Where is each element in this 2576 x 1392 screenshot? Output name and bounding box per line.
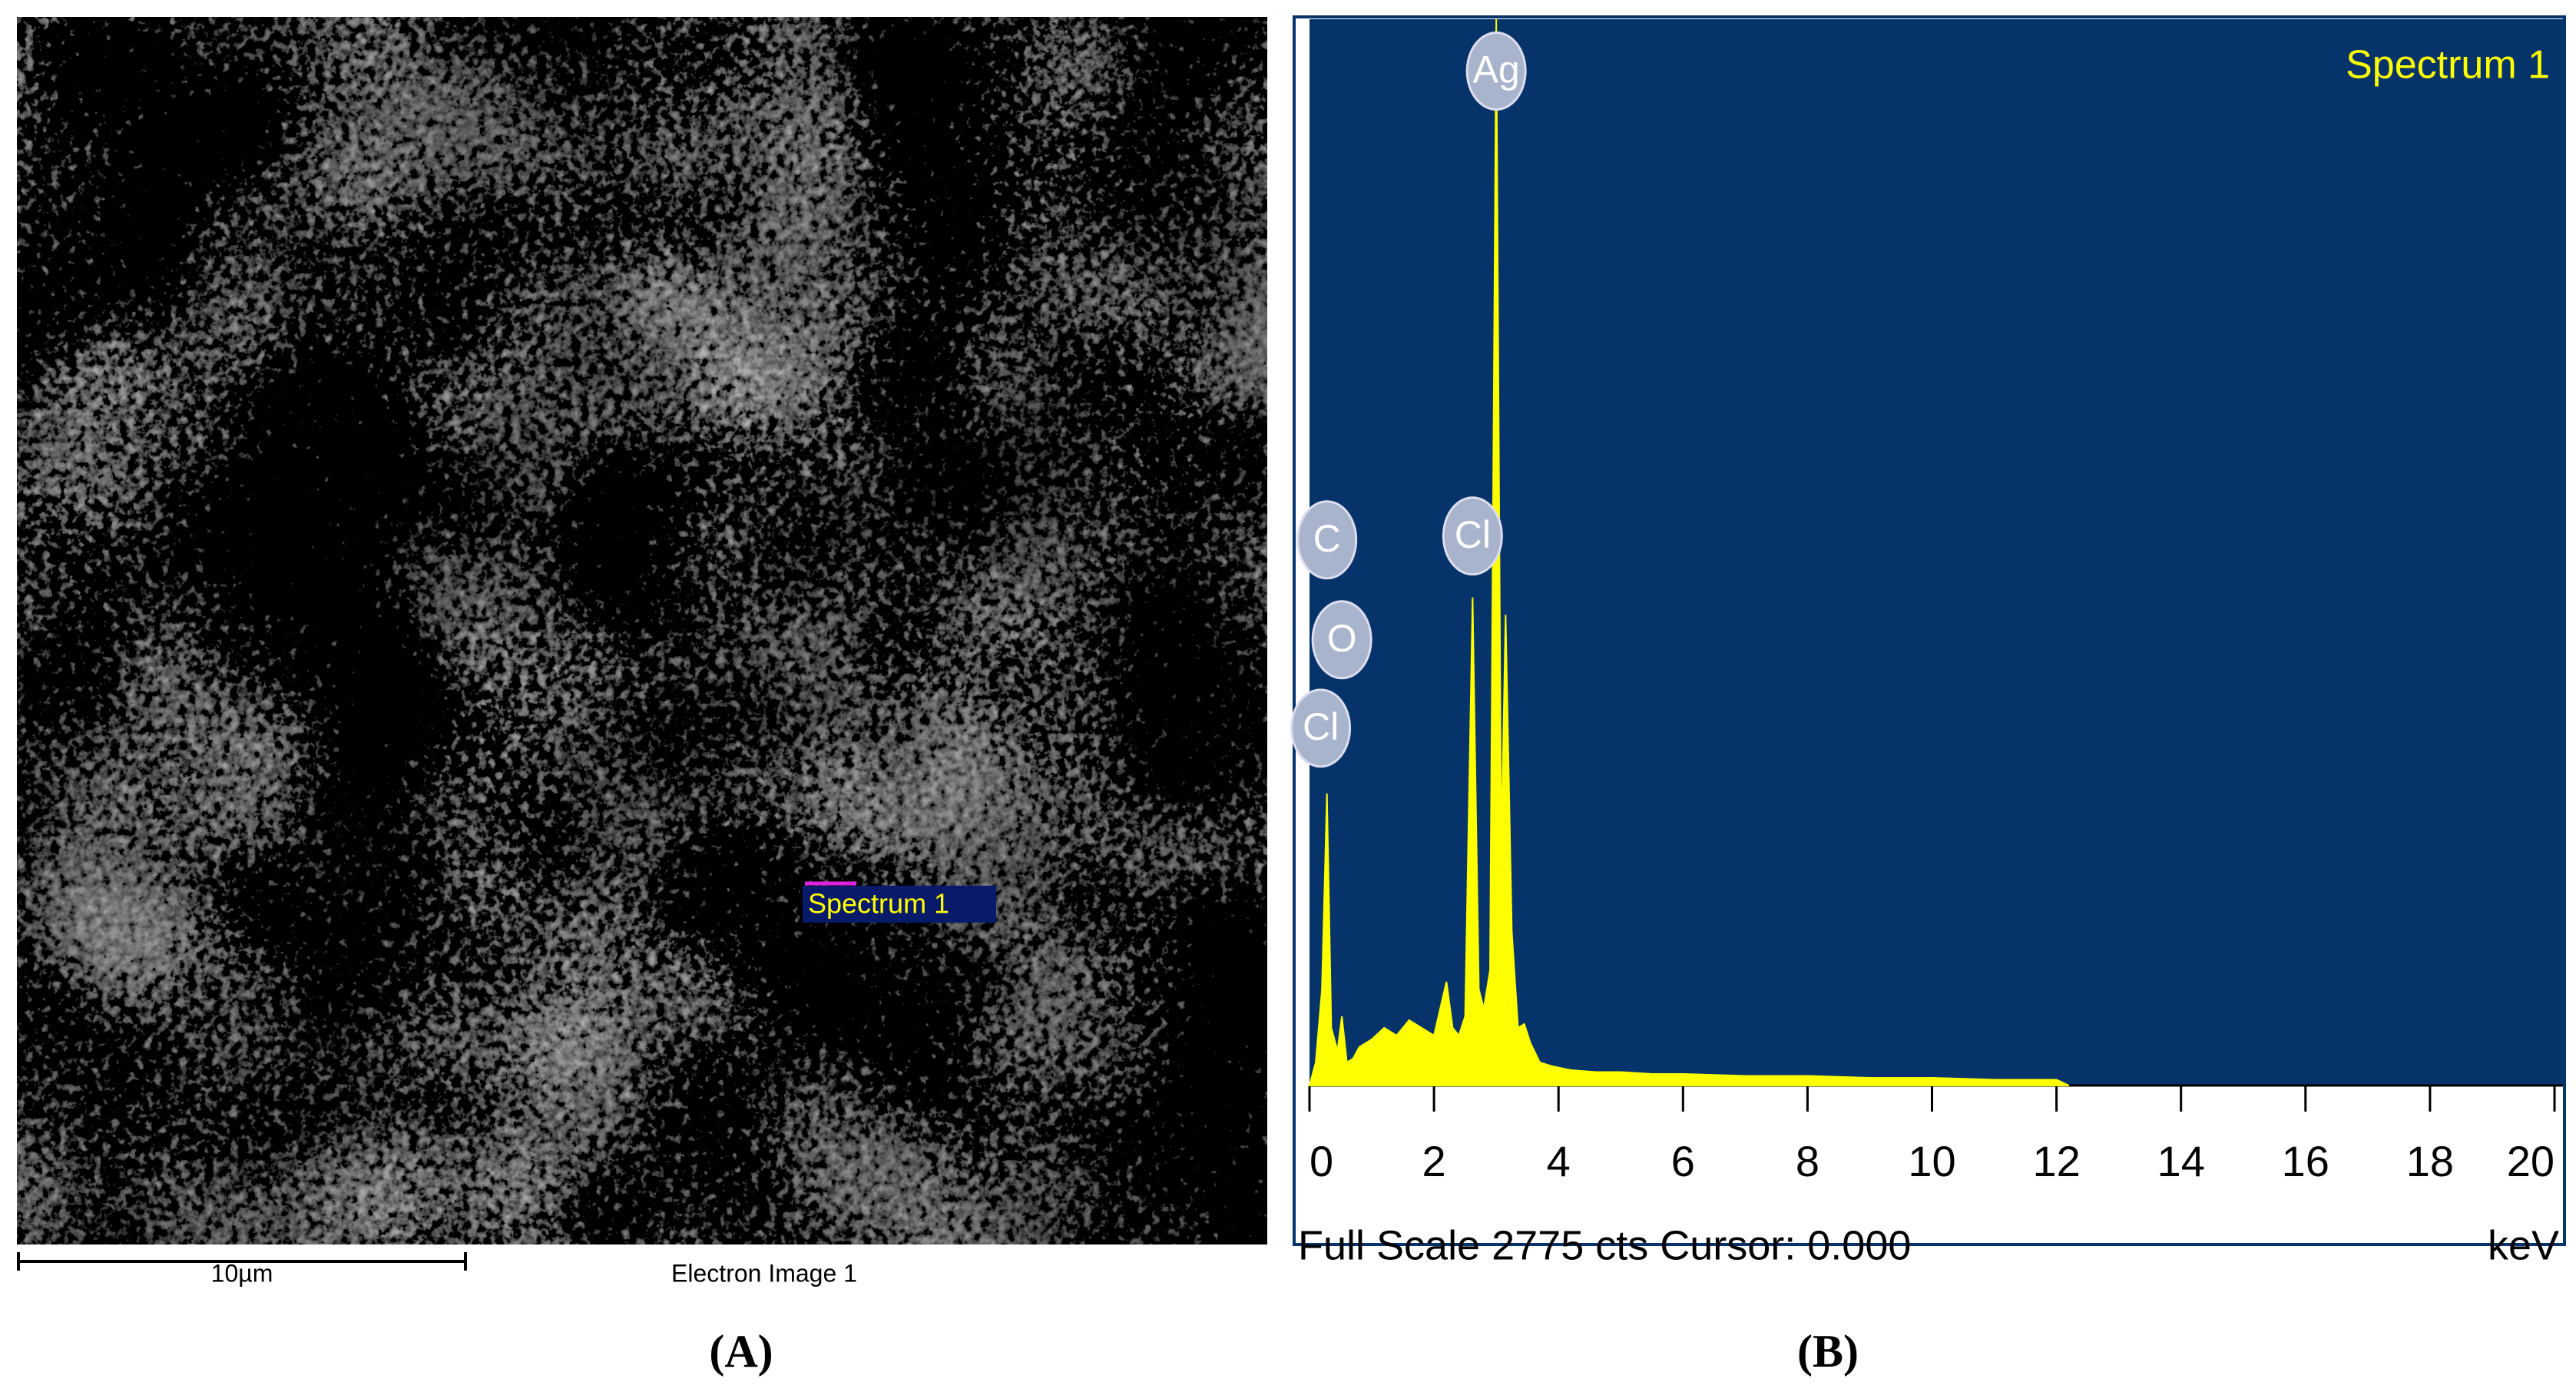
peak-label-bg (1442, 496, 1503, 576)
caption: (A) (709, 1326, 773, 1377)
peak-label: Cl (1455, 513, 1491, 556)
peak-label: Ag (1473, 48, 1520, 91)
x-tick-label: 10 (1908, 1137, 1955, 1185)
peak-label-bg (1290, 688, 1352, 768)
footer: Full Scale 2775 cts Cursor: 0.000 (1298, 1222, 1911, 1268)
chart-title: Spectrum 1 (2346, 43, 2550, 88)
caption: (B) (1797, 1326, 1859, 1377)
peak-label: C (1313, 517, 1341, 560)
x-tick-label: 0 (1310, 1137, 1333, 1185)
x-tick-label: 6 (1671, 1137, 1695, 1185)
x-tick-label: 2 (1422, 1137, 1446, 1185)
plot-area (1310, 19, 2563, 1085)
x-tick-label: 14 (2157, 1137, 2205, 1185)
peak-label-bg (1311, 600, 1372, 680)
x-tick-label: 12 (2032, 1137, 2080, 1185)
peak-label-bg (1296, 500, 1358, 580)
image-label: Electron Image 1 (671, 1259, 857, 1287)
x-tick-label: 16 (2282, 1137, 2329, 1185)
peak-label: Cl (1303, 705, 1339, 748)
sem-image (17, 17, 1267, 1245)
marker-label: Spectrum 1 (808, 888, 949, 920)
x-tick-label: 8 (1796, 1137, 1819, 1185)
x-tick-label: 20 (2507, 1137, 2554, 1185)
x-axis-label: keV (2488, 1222, 2559, 1268)
scale-bar-label: 10µm (211, 1259, 273, 1287)
peak-label: O (1327, 617, 1357, 660)
spectrum-area (1308, 18, 2070, 1086)
marker-label-box (803, 886, 996, 923)
x-tick-label: 4 (1547, 1137, 1571, 1185)
peak-label-bg (1465, 31, 1527, 111)
x-tick-label: 18 (2406, 1137, 2454, 1185)
